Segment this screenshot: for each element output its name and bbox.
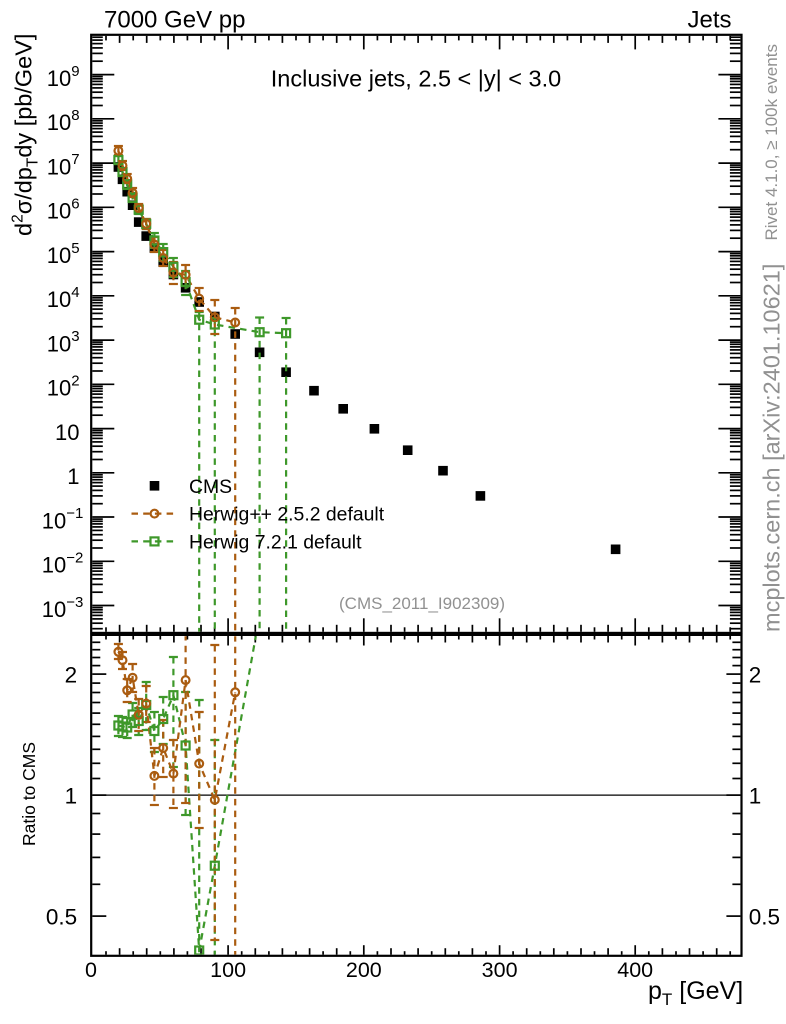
svg-text:2: 2 xyxy=(749,663,762,688)
svg-text:6: 6 xyxy=(71,196,79,213)
svg-text:100: 100 xyxy=(210,958,246,982)
svg-text:300: 300 xyxy=(482,958,518,982)
svg-text:1: 1 xyxy=(749,784,762,809)
svg-text:2: 2 xyxy=(71,373,79,390)
svg-text:0.5: 0.5 xyxy=(749,905,780,930)
svg-text:−3: −3 xyxy=(66,594,83,611)
svg-text:Inclusive jets, 2.5 < |y| < 3.: Inclusive jets, 2.5 < |y| < 3.0 xyxy=(271,66,561,92)
svg-text:7: 7 xyxy=(71,151,79,168)
svg-text:1: 1 xyxy=(65,784,78,809)
svg-text:400: 400 xyxy=(617,958,653,982)
svg-text:d2σ/dpTdy [pb/GeV]: d2σ/dpTdy [pb/GeV] xyxy=(10,34,42,236)
svg-text:1: 1 xyxy=(67,464,79,489)
svg-text:200: 200 xyxy=(346,958,382,982)
svg-text:10: 10 xyxy=(47,243,71,268)
svg-text:3: 3 xyxy=(71,328,79,345)
svg-text:10: 10 xyxy=(47,331,71,356)
svg-text:10: 10 xyxy=(47,287,71,312)
svg-text:10: 10 xyxy=(42,508,66,533)
svg-text:10: 10 xyxy=(42,553,66,578)
svg-text:10: 10 xyxy=(42,597,66,622)
svg-text:7000 GeV pp: 7000 GeV pp xyxy=(104,7,245,34)
svg-text:10: 10 xyxy=(47,155,71,180)
svg-text:0: 0 xyxy=(85,958,97,982)
svg-text:Ratio to CMS: Ratio to CMS xyxy=(19,742,39,846)
svg-text:8: 8 xyxy=(71,107,79,124)
svg-text:4: 4 xyxy=(71,284,79,301)
svg-text:10: 10 xyxy=(47,110,71,135)
svg-text:(CMS_2011_I902309): (CMS_2011_I902309) xyxy=(339,594,505,613)
svg-text:10: 10 xyxy=(55,420,79,445)
svg-text:−1: −1 xyxy=(66,505,83,522)
svg-text:0.5: 0.5 xyxy=(46,905,77,930)
svg-text:mcplots.cern.ch [arXiv:2401.10: mcplots.cern.ch [arXiv:2401.10621] xyxy=(759,264,785,632)
svg-text:Rivet 4.1.0, ≥ 100k events: Rivet 4.1.0, ≥ 100k events xyxy=(762,44,781,240)
svg-text:10: 10 xyxy=(47,199,71,224)
svg-text:CMS: CMS xyxy=(189,476,232,498)
svg-text:2: 2 xyxy=(65,663,78,688)
svg-text:−2: −2 xyxy=(66,550,83,567)
svg-text:Herwig 7.2.1 default: Herwig 7.2.1 default xyxy=(189,531,362,553)
svg-text:Jets: Jets xyxy=(687,7,731,34)
svg-text:10: 10 xyxy=(47,376,71,401)
svg-text:Herwig++ 2.5.2 default: Herwig++ 2.5.2 default xyxy=(189,504,385,526)
svg-text:10: 10 xyxy=(47,66,71,91)
svg-text:9: 9 xyxy=(71,63,79,80)
svg-text:5: 5 xyxy=(71,240,79,257)
